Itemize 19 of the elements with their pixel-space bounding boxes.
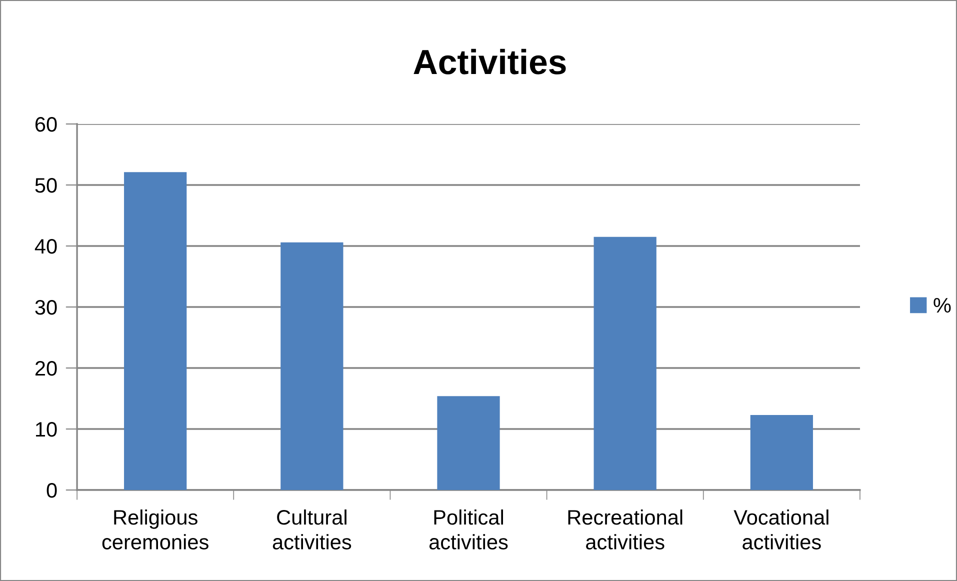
y-tick-label: 40 [34, 238, 57, 254]
y-tick-label: 0 [46, 483, 57, 498]
y-tick-label: 20 [35, 361, 57, 376]
bar [437, 396, 500, 490]
y-tick-label: 30 [35, 300, 57, 315]
y-tick-label: 60 [35, 116, 57, 132]
x-tick-label: Political activities [429, 509, 508, 550]
bar [124, 172, 187, 490]
x-tick-label: Vocational activities [734, 509, 828, 550]
x-tick-label: Religious ceremonies [102, 509, 208, 550]
x-tick-label: Recreational activities [568, 509, 682, 550]
y-tick-label: 10 [36, 422, 57, 437]
bar [594, 236, 656, 490]
bar [750, 414, 813, 490]
chart-title: Activities [414, 48, 566, 74]
legend-label: % [934, 298, 951, 313]
bar [280, 242, 344, 490]
x-tick-label: Cultural activities [272, 509, 352, 550]
y-tick-label: 50 [35, 178, 57, 193]
